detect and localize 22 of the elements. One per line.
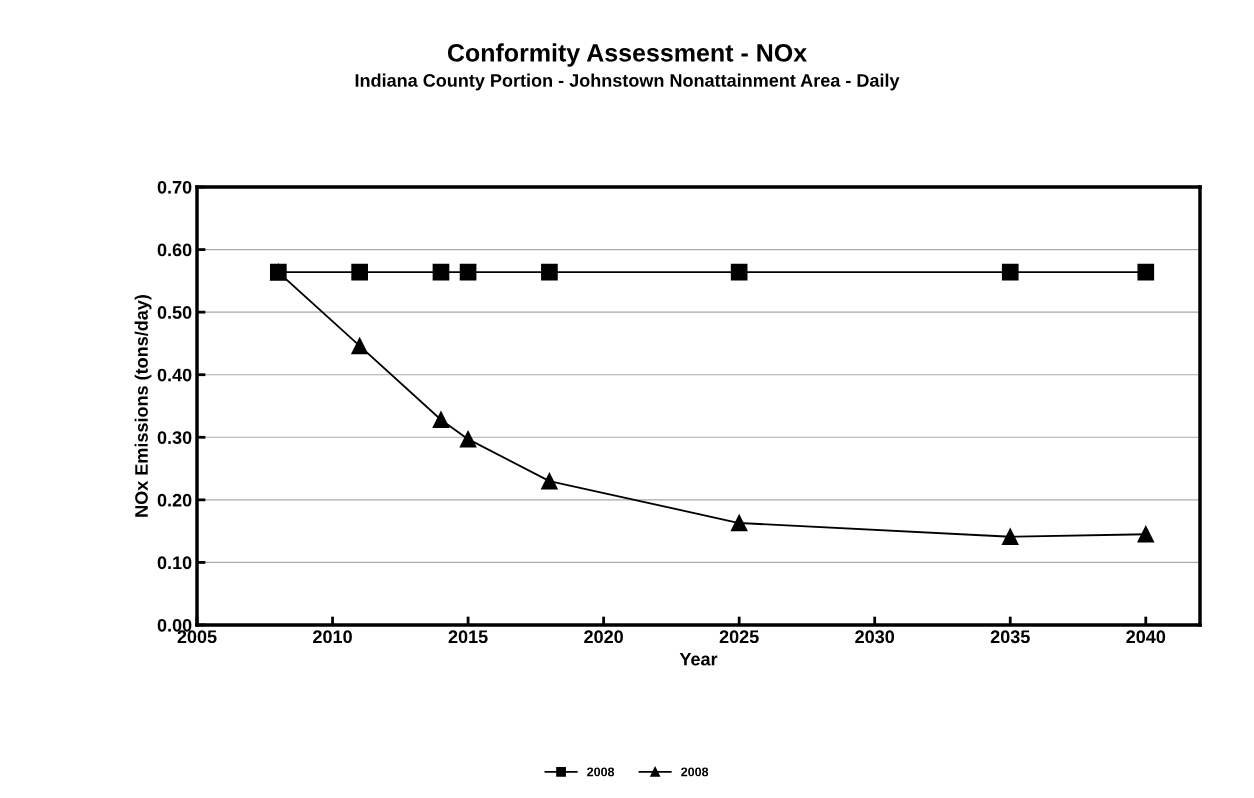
chart-title: Conformity Assessment - NOx: [447, 43, 807, 67]
y-tick-label: 0.70: [157, 180, 192, 194]
x-tick-label: 2015: [448, 630, 488, 644]
y-tick-label: 0.60: [157, 243, 192, 257]
x-tick-label: 2040: [1126, 630, 1166, 644]
y-tick-label: 0.50: [157, 306, 192, 319]
y-tick-label: 0.20: [157, 493, 192, 507]
y-tick-label: 0.00: [157, 618, 192, 632]
y-axis-title: NOx Emissions (tons/day): [134, 295, 152, 517]
chart-subtitle: Indiana County Portion - Johnstown Nonattainment Area - Daily: [355, 73, 900, 91]
x-tick-label: 2035: [990, 630, 1030, 644]
x-tick-label: 2030: [855, 630, 895, 644]
x-tick-label: 2010: [313, 630, 352, 644]
y-tick-label: 0.10: [157, 556, 192, 570]
legend-label: 2008: [587, 767, 615, 777]
x-tick-label: 2005: [177, 630, 217, 644]
x-tick-label: 2020: [584, 630, 623, 644]
x-tick-label: 2025: [719, 630, 759, 644]
x-axis-title: Year: [679, 652, 718, 666]
legend-label: 2008: [681, 767, 709, 777]
y-tick-label: 0.40: [157, 368, 192, 382]
y-tick-label: 0.30: [157, 431, 192, 445]
